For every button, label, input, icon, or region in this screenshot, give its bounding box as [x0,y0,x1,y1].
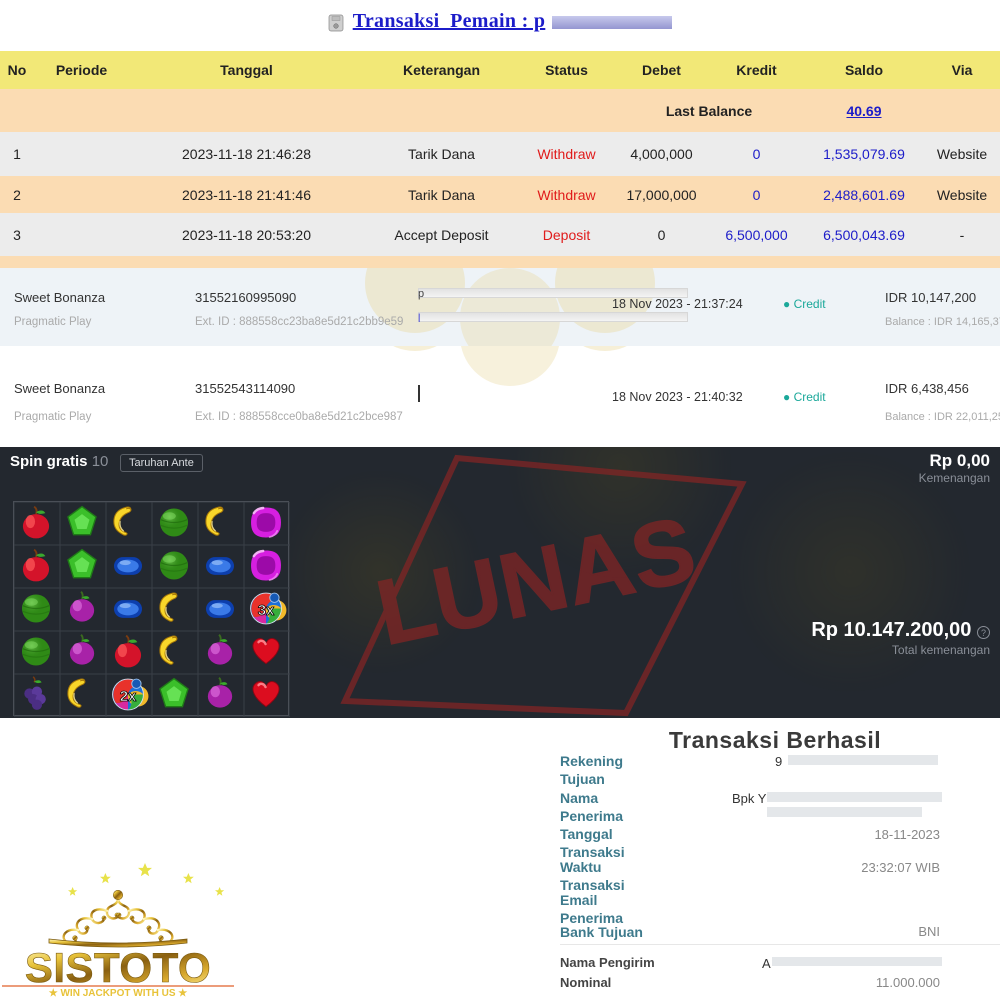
svg-text:SISTOTO: SISTOTO [25,944,211,991]
svg-text:LUNAS: LUNAS [369,498,705,665]
svg-text:★ WIN JACKPOT WITH US ★: ★ WIN JACKPOT WITH US ★ [49,988,188,999]
